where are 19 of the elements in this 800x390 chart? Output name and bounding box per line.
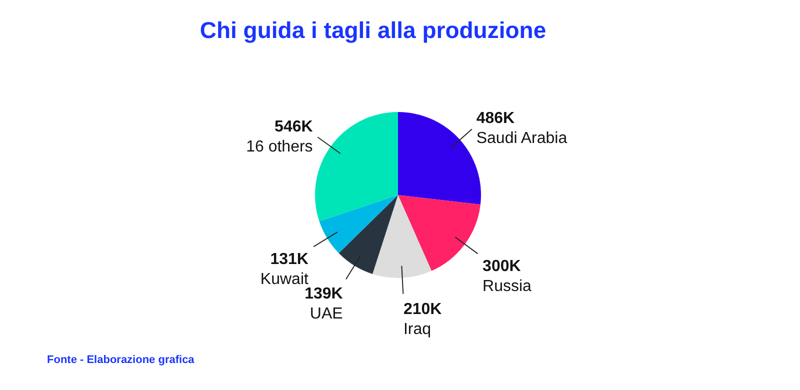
pie-slice <box>338 195 398 274</box>
slice-label: Iraq <box>403 320 432 338</box>
source-note: Fonte - Elaborazione grafica <box>47 354 194 366</box>
slice-label: Russia <box>482 278 532 296</box>
data-label: 300K <box>482 258 522 276</box>
pie-slice <box>315 112 398 222</box>
data-label: 486K <box>476 110 516 128</box>
chart-title: Chi guida i tagli alla produzione <box>198 17 548 44</box>
data-label: 210K <box>403 300 442 318</box>
data-label: 546K <box>274 118 314 136</box>
data-label: 139K <box>304 285 344 302</box>
slice-label: 16 others <box>246 138 313 156</box>
pie-slice <box>319 195 398 254</box>
slice-label: Saudi Arabia <box>476 130 568 148</box>
data-label: 131K <box>270 250 309 268</box>
pie-slice <box>372 195 432 278</box>
pie-slice <box>398 195 480 271</box>
slice-label: Kuwait <box>260 270 310 288</box>
slice-label: UAE <box>310 305 343 322</box>
